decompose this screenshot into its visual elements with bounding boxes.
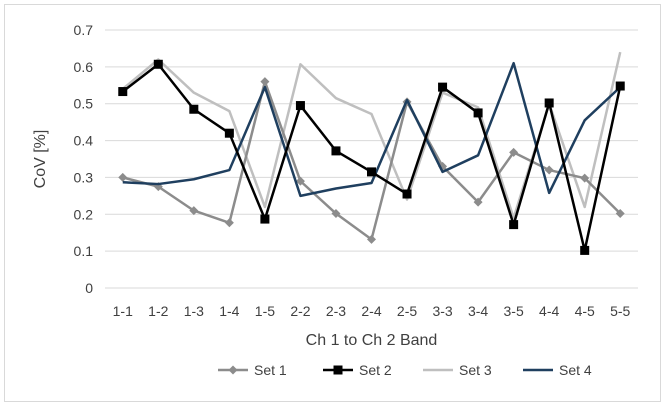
legend-label: Set 1 — [254, 362, 287, 378]
x-tick-label: 2-5 — [397, 303, 417, 319]
y-axis-ticks: 0 0.1 0.2 0.3 0.4 0.5 0.6 0.7 — [74, 22, 94, 296]
x-tick-label: 2-4 — [361, 303, 381, 319]
series-set-4 — [122, 61, 622, 198]
data-point — [118, 87, 128, 97]
data-point — [580, 245, 590, 255]
data-point — [260, 77, 270, 87]
legend-label: Set 2 — [359, 362, 392, 378]
legend-item: Set 2 — [323, 362, 392, 378]
data-point — [331, 146, 341, 156]
data-point — [402, 189, 412, 199]
series-lines — [118, 51, 625, 255]
data-point — [260, 214, 270, 224]
data-point — [509, 147, 519, 157]
legend-marker — [228, 365, 238, 375]
y-tick-label: 0.6 — [74, 59, 94, 75]
data-point — [367, 234, 376, 244]
x-tick-label: 1-1 — [113, 303, 133, 319]
x-tick-label: 3-4 — [468, 303, 488, 319]
x-tick-label: 3-3 — [432, 303, 452, 319]
data-point — [473, 108, 483, 118]
data-point — [615, 81, 625, 91]
data-point — [295, 176, 305, 186]
y-tick-label: 0.5 — [74, 96, 94, 112]
data-point — [331, 209, 341, 219]
data-point — [224, 218, 234, 228]
y-axis-label: CoV [%] — [32, 130, 49, 189]
data-point — [189, 104, 199, 114]
x-tick-label: 2-3 — [326, 303, 346, 319]
data-point — [153, 59, 163, 69]
x-tick-label: 1-2 — [148, 303, 168, 319]
x-tick-label: 4-4 — [539, 303, 559, 319]
x-tick-label: 4-5 — [575, 303, 595, 319]
y-tick-label: 0 — [85, 280, 93, 296]
data-point — [544, 98, 554, 108]
legend-label: Set 4 — [559, 362, 592, 378]
series-line — [121, 51, 622, 220]
data-point — [580, 173, 590, 183]
data-point — [473, 197, 483, 207]
data-point — [438, 82, 448, 92]
y-tick-label: 0.3 — [74, 169, 94, 185]
data-point — [189, 206, 199, 216]
series-set-3 — [121, 51, 622, 220]
data-point — [509, 220, 519, 230]
x-tick-label: 5-5 — [610, 303, 630, 319]
x-tick-label: 1-4 — [219, 303, 239, 319]
legend-item: Set 3 — [423, 362, 492, 378]
x-tick-label: 1-5 — [255, 303, 275, 319]
x-axis-label: Ch 1 to Ch 2 Band — [306, 332, 438, 349]
x-tick-label: 2-2 — [290, 303, 310, 319]
series-line — [122, 63, 622, 252]
y-tick-label: 0.7 — [74, 22, 94, 38]
legend-item: Set 4 — [523, 362, 592, 378]
legend-marker — [333, 365, 343, 375]
y-tick-label: 0.2 — [74, 206, 94, 222]
data-point — [544, 165, 554, 175]
line-chart: 0 0.1 0.2 0.3 0.4 0.5 0.6 0.7 1-1 1-2 1-3 1-4 1-5 2-… — [32, 22, 638, 378]
data-point — [224, 128, 234, 138]
data-point — [295, 101, 305, 111]
data-point — [367, 167, 376, 177]
chart-frame: 0 0.1 0.2 0.3 0.4 0.5 0.6 0.7 1-1 1-2 1-3 1-4 1-5 2-… — [4, 4, 661, 402]
legend-label: Set 3 — [459, 362, 492, 378]
x-axis-ticks: 1-1 1-2 1-3 1-4 1-5 2-2 2-3 2-4 2-5 3-3 3-4 3-5 4-4 4… — [113, 303, 631, 319]
series-line — [122, 61, 622, 198]
x-tick-label: 3-5 — [504, 303, 524, 319]
legend-item: Set 1 — [218, 362, 287, 378]
y-tick-label: 0.1 — [74, 243, 94, 259]
series-set-2 — [118, 59, 625, 255]
x-tick-label: 1-3 — [184, 303, 204, 319]
legend: Set 1 Set 2 Set 3 Set 4 — [218, 362, 592, 378]
y-tick-label: 0.4 — [74, 133, 94, 149]
data-point — [615, 209, 625, 219]
data-point — [118, 172, 128, 182]
